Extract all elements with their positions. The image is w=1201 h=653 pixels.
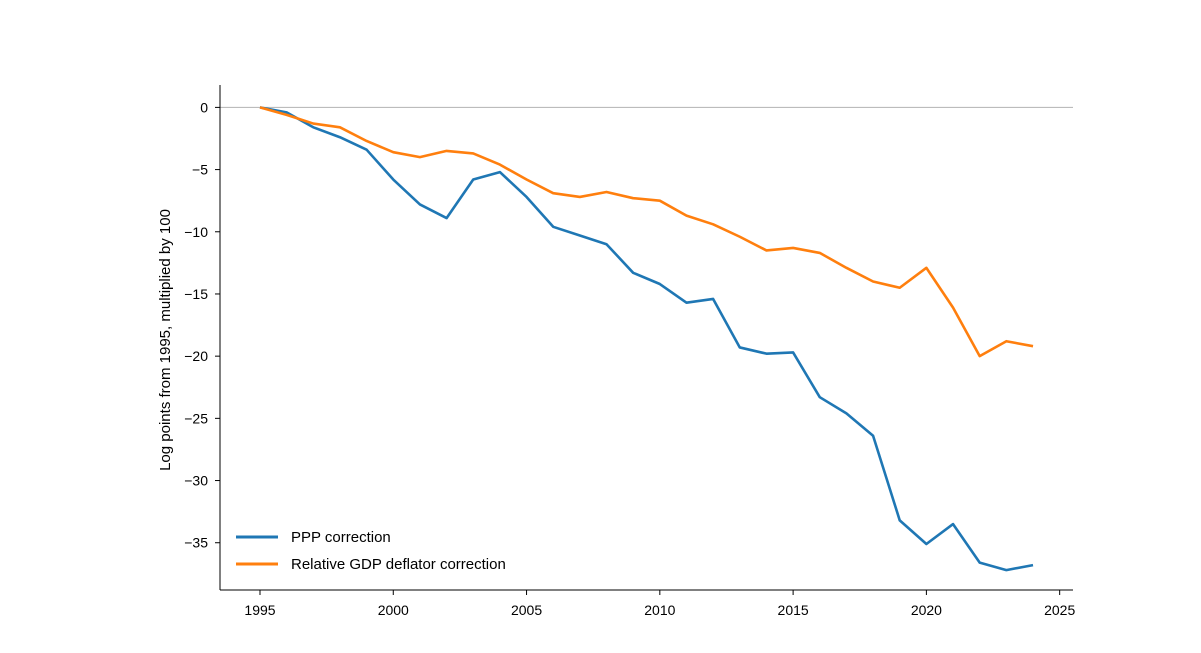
y-tick-label: −15	[184, 286, 208, 302]
series-layer	[259, 106, 1034, 572]
ticks-layer: 1995 2000 2005 2010 2015 2020 2025 0 −5 −10 −15 −20…	[184, 99, 1075, 618]
legend-label-2: Relative GDP deflator correction	[291, 556, 506, 573]
y-tick-label: −5	[192, 162, 208, 178]
x-tick-label: 1995	[244, 602, 275, 618]
series-line-2	[259, 106, 1034, 358]
axes-layer	[219, 85, 1073, 591]
x-tick-label: 2010	[644, 602, 675, 618]
x-tick-label: 2000	[378, 602, 409, 618]
y-tick-label: −30	[184, 473, 208, 489]
legend: PPP correction Relative GDP deflator corr…	[236, 529, 506, 573]
x-tick-label: 2005	[511, 602, 542, 618]
y-axis-title: Log points from 1995, multiplied by 100	[157, 209, 174, 471]
legend-label-1: PPP correction	[291, 529, 391, 546]
x-tick-label: 2020	[911, 602, 942, 618]
y-tick-label: −20	[184, 348, 208, 364]
y-tick-label: 0	[200, 99, 208, 115]
y-tick-label: −35	[184, 535, 208, 551]
x-tick-label: 2015	[778, 602, 809, 618]
x-tick-label: 2025	[1044, 602, 1075, 618]
y-tick-label: −10	[184, 224, 208, 240]
y-tick-label: −25	[184, 410, 208, 426]
series-line-1	[259, 106, 1034, 572]
